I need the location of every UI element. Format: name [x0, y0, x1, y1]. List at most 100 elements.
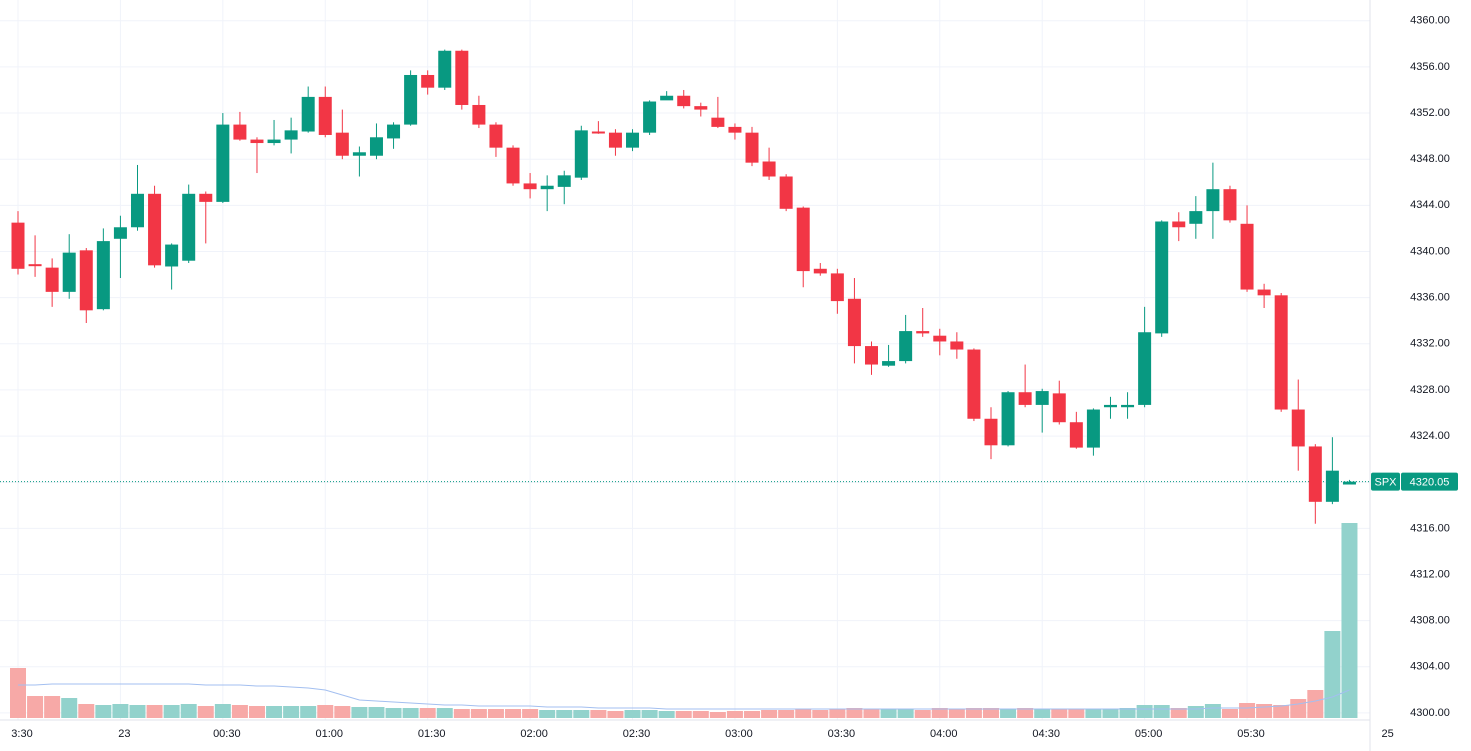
candle-body: [96, 241, 110, 310]
candle-body: [79, 250, 93, 311]
volume-bar: [1000, 709, 1017, 718]
volume-bar: [385, 708, 402, 718]
candle-body: [865, 346, 878, 365]
candle-body: [1103, 404, 1117, 408]
volume-bar: [1324, 631, 1341, 718]
candle-body: [250, 139, 264, 144]
candle-body: [335, 132, 349, 156]
candle-body: [1001, 392, 1015, 446]
candle-body: [1257, 289, 1271, 296]
x-tick-label: 02:30: [623, 728, 651, 740]
volume-bar: [300, 706, 317, 718]
candle-body: [369, 137, 383, 156]
x-tick-label: 25: [1381, 728, 1393, 740]
candle-body: [540, 185, 554, 190]
volume-bar: [44, 696, 61, 718]
volume-bar: [1153, 705, 1170, 718]
y-tick-label: 4316.00: [1410, 522, 1450, 534]
volume-bar: [163, 705, 180, 718]
candle-body: [1308, 446, 1322, 502]
candle-body: [318, 96, 332, 135]
y-tick-label: 4348.00: [1410, 153, 1450, 165]
y-tick-label: 4332.00: [1410, 338, 1450, 350]
candle-body: [1069, 422, 1083, 448]
volume-bar: [692, 711, 709, 718]
volume-bar: [1136, 705, 1153, 718]
candle-body: [694, 106, 708, 110]
candle-body: [352, 152, 366, 156]
volume-bar: [675, 711, 692, 718]
candle-body: [762, 161, 776, 177]
candle-body: [523, 183, 537, 190]
volume-bar: [368, 707, 385, 718]
x-tick-label: 02:00: [520, 728, 548, 740]
volume-bar: [965, 708, 982, 718]
candle-body: [1342, 481, 1356, 485]
volume-bar: [248, 706, 265, 718]
y-tick-label: 4312.00: [1410, 568, 1450, 580]
volume-bar: [1170, 708, 1187, 718]
candle-body: [284, 130, 298, 140]
volume-bar: [846, 708, 863, 718]
candle-body: [677, 95, 691, 107]
candle-body: [1138, 332, 1152, 405]
candle-body: [813, 268, 827, 274]
candle-body: [796, 207, 810, 272]
volume-bar: [505, 709, 522, 718]
volume-bar: [214, 704, 231, 718]
volume-bar: [1290, 699, 1307, 718]
candle-body: [830, 273, 844, 302]
y-tick-label: 4336.00: [1410, 292, 1450, 304]
volume-bar: [863, 709, 880, 718]
volume-bar: [590, 710, 607, 718]
volume-bar: [1102, 709, 1119, 718]
candle-body: [574, 130, 588, 178]
candle-body: [216, 124, 230, 202]
volume-bar: [351, 707, 368, 718]
candle-body: [1223, 189, 1237, 221]
volume-bar: [231, 705, 248, 718]
x-tick-label: 04:00: [930, 728, 958, 740]
candle-body: [711, 117, 725, 127]
volume-bar: [402, 708, 419, 718]
candle-body: [608, 132, 622, 148]
volume-bar: [897, 709, 914, 718]
candle-body: [1291, 409, 1305, 447]
volume-bar: [487, 709, 504, 718]
y-tick-label: 4308.00: [1410, 615, 1450, 627]
volume-bar: [1341, 523, 1358, 718]
candle-body: [882, 361, 896, 366]
candle-body: [1018, 392, 1032, 405]
y-tick-label: 4300.00: [1410, 707, 1450, 719]
y-tick-label: 4328.00: [1410, 384, 1450, 396]
candle-body: [1274, 295, 1288, 410]
candle-body: [28, 264, 42, 267]
volume-bar: [1119, 708, 1136, 718]
volume-bar: [1273, 705, 1290, 718]
candle-body: [233, 124, 247, 140]
volume-bar: [112, 704, 129, 718]
volume-bar: [283, 706, 300, 718]
candle-body: [745, 132, 759, 163]
candle-body: [199, 193, 213, 202]
symbol-badge: [1371, 472, 1400, 491]
volume-bar: [1221, 709, 1238, 718]
candle-body: [438, 50, 452, 88]
volume-bar: [573, 710, 590, 718]
volume-bar: [1187, 706, 1204, 718]
volume-bar: [522, 709, 539, 718]
volume-bar: [1239, 703, 1256, 718]
volume-bar: [829, 709, 846, 718]
volume-bar: [795, 709, 812, 718]
x-tick-label: 05:30: [1237, 728, 1265, 740]
volume-bar: [948, 709, 965, 718]
symbol-label: SPX: [1374, 477, 1397, 489]
candle-body: [1172, 221, 1186, 228]
candle-body: [1240, 223, 1254, 290]
volume-bar: [266, 706, 283, 718]
candle-body: [1052, 393, 1066, 423]
x-tick-label: 01:30: [418, 728, 446, 740]
candle-body: [847, 298, 861, 347]
volume-bar: [761, 710, 778, 718]
